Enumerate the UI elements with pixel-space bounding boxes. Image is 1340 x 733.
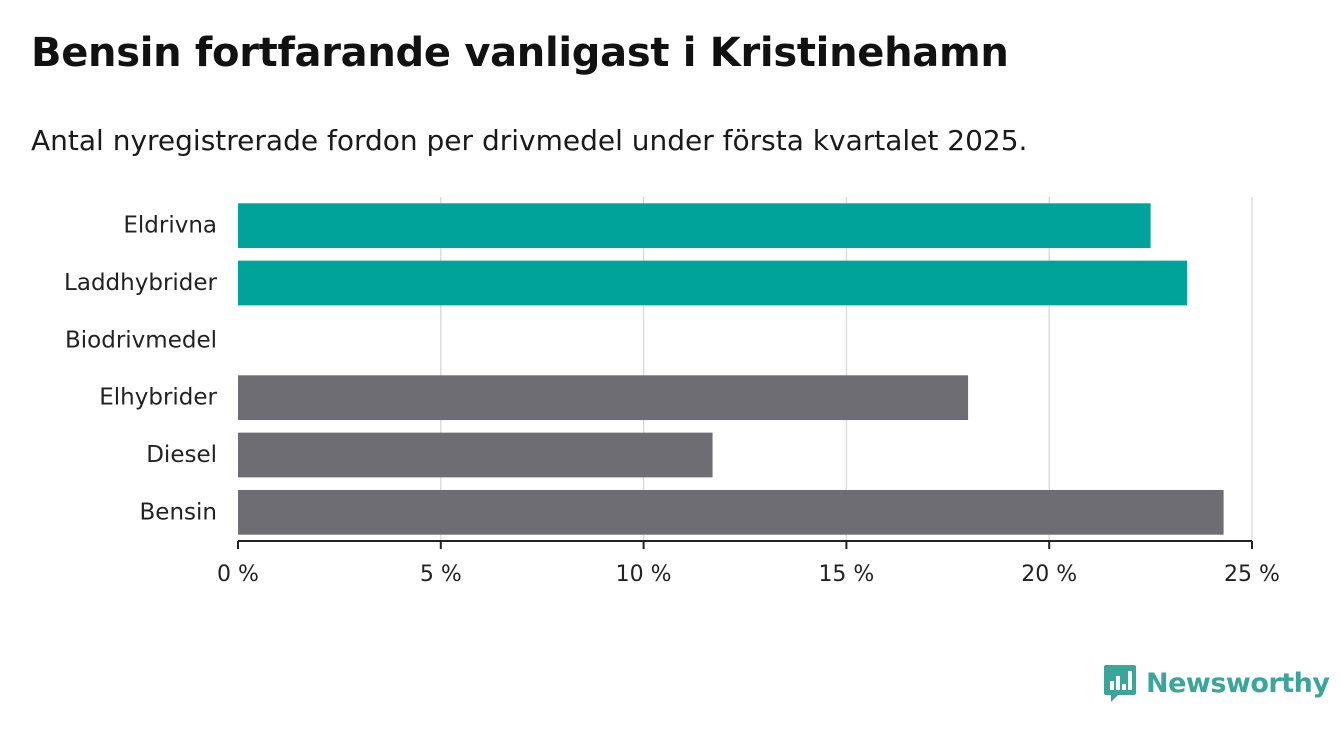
x-tick-label: 0 % [217,562,259,587]
x-tick-label: 25 % [1224,562,1280,587]
category-labels: Eldrivna Laddhybrider Biodrivmedel Elhybrid… [64,213,217,526]
bar-chart: Eldrivna Laddhybrider Biodrivmedel Elhybrid… [64,197,1280,587]
category-label: Diesel [146,442,217,468]
category-label: Biodrivmedel [65,327,217,353]
brand-name: Newsworthy [1146,667,1330,699]
chart-bubble-icon [1104,665,1136,702]
bar-elhybrider [238,375,969,421]
x-tick-label: 5 % [420,562,462,587]
brand-logo: Newsworthy [1103,663,1330,703]
category-label: Eldrivna [123,213,217,239]
bar-laddhybrider [238,260,1188,306]
x-tick-label: 15 % [818,562,874,587]
bar-diesel [238,432,713,478]
gridlines [440,197,1253,541]
x-axis: 0 % 5 % 10 % 15 % 20 % 25 % [217,540,1280,587]
bar-eldrivna [238,203,1151,249]
chart-subtitle: Antal nyregistrerade fordon per drivmede… [31,124,1028,157]
category-label: Bensin [140,499,217,525]
chart-title: Bensin fortfarande vanligast i Kristineh… [31,30,1009,76]
category-label: Elhybrider [99,385,217,411]
x-tick-label: 10 % [616,562,672,587]
x-tick-label: 20 % [1021,562,1077,587]
category-label: Laddhybrider [64,270,217,296]
bars [238,203,1224,535]
bar-bensin [238,489,1224,535]
